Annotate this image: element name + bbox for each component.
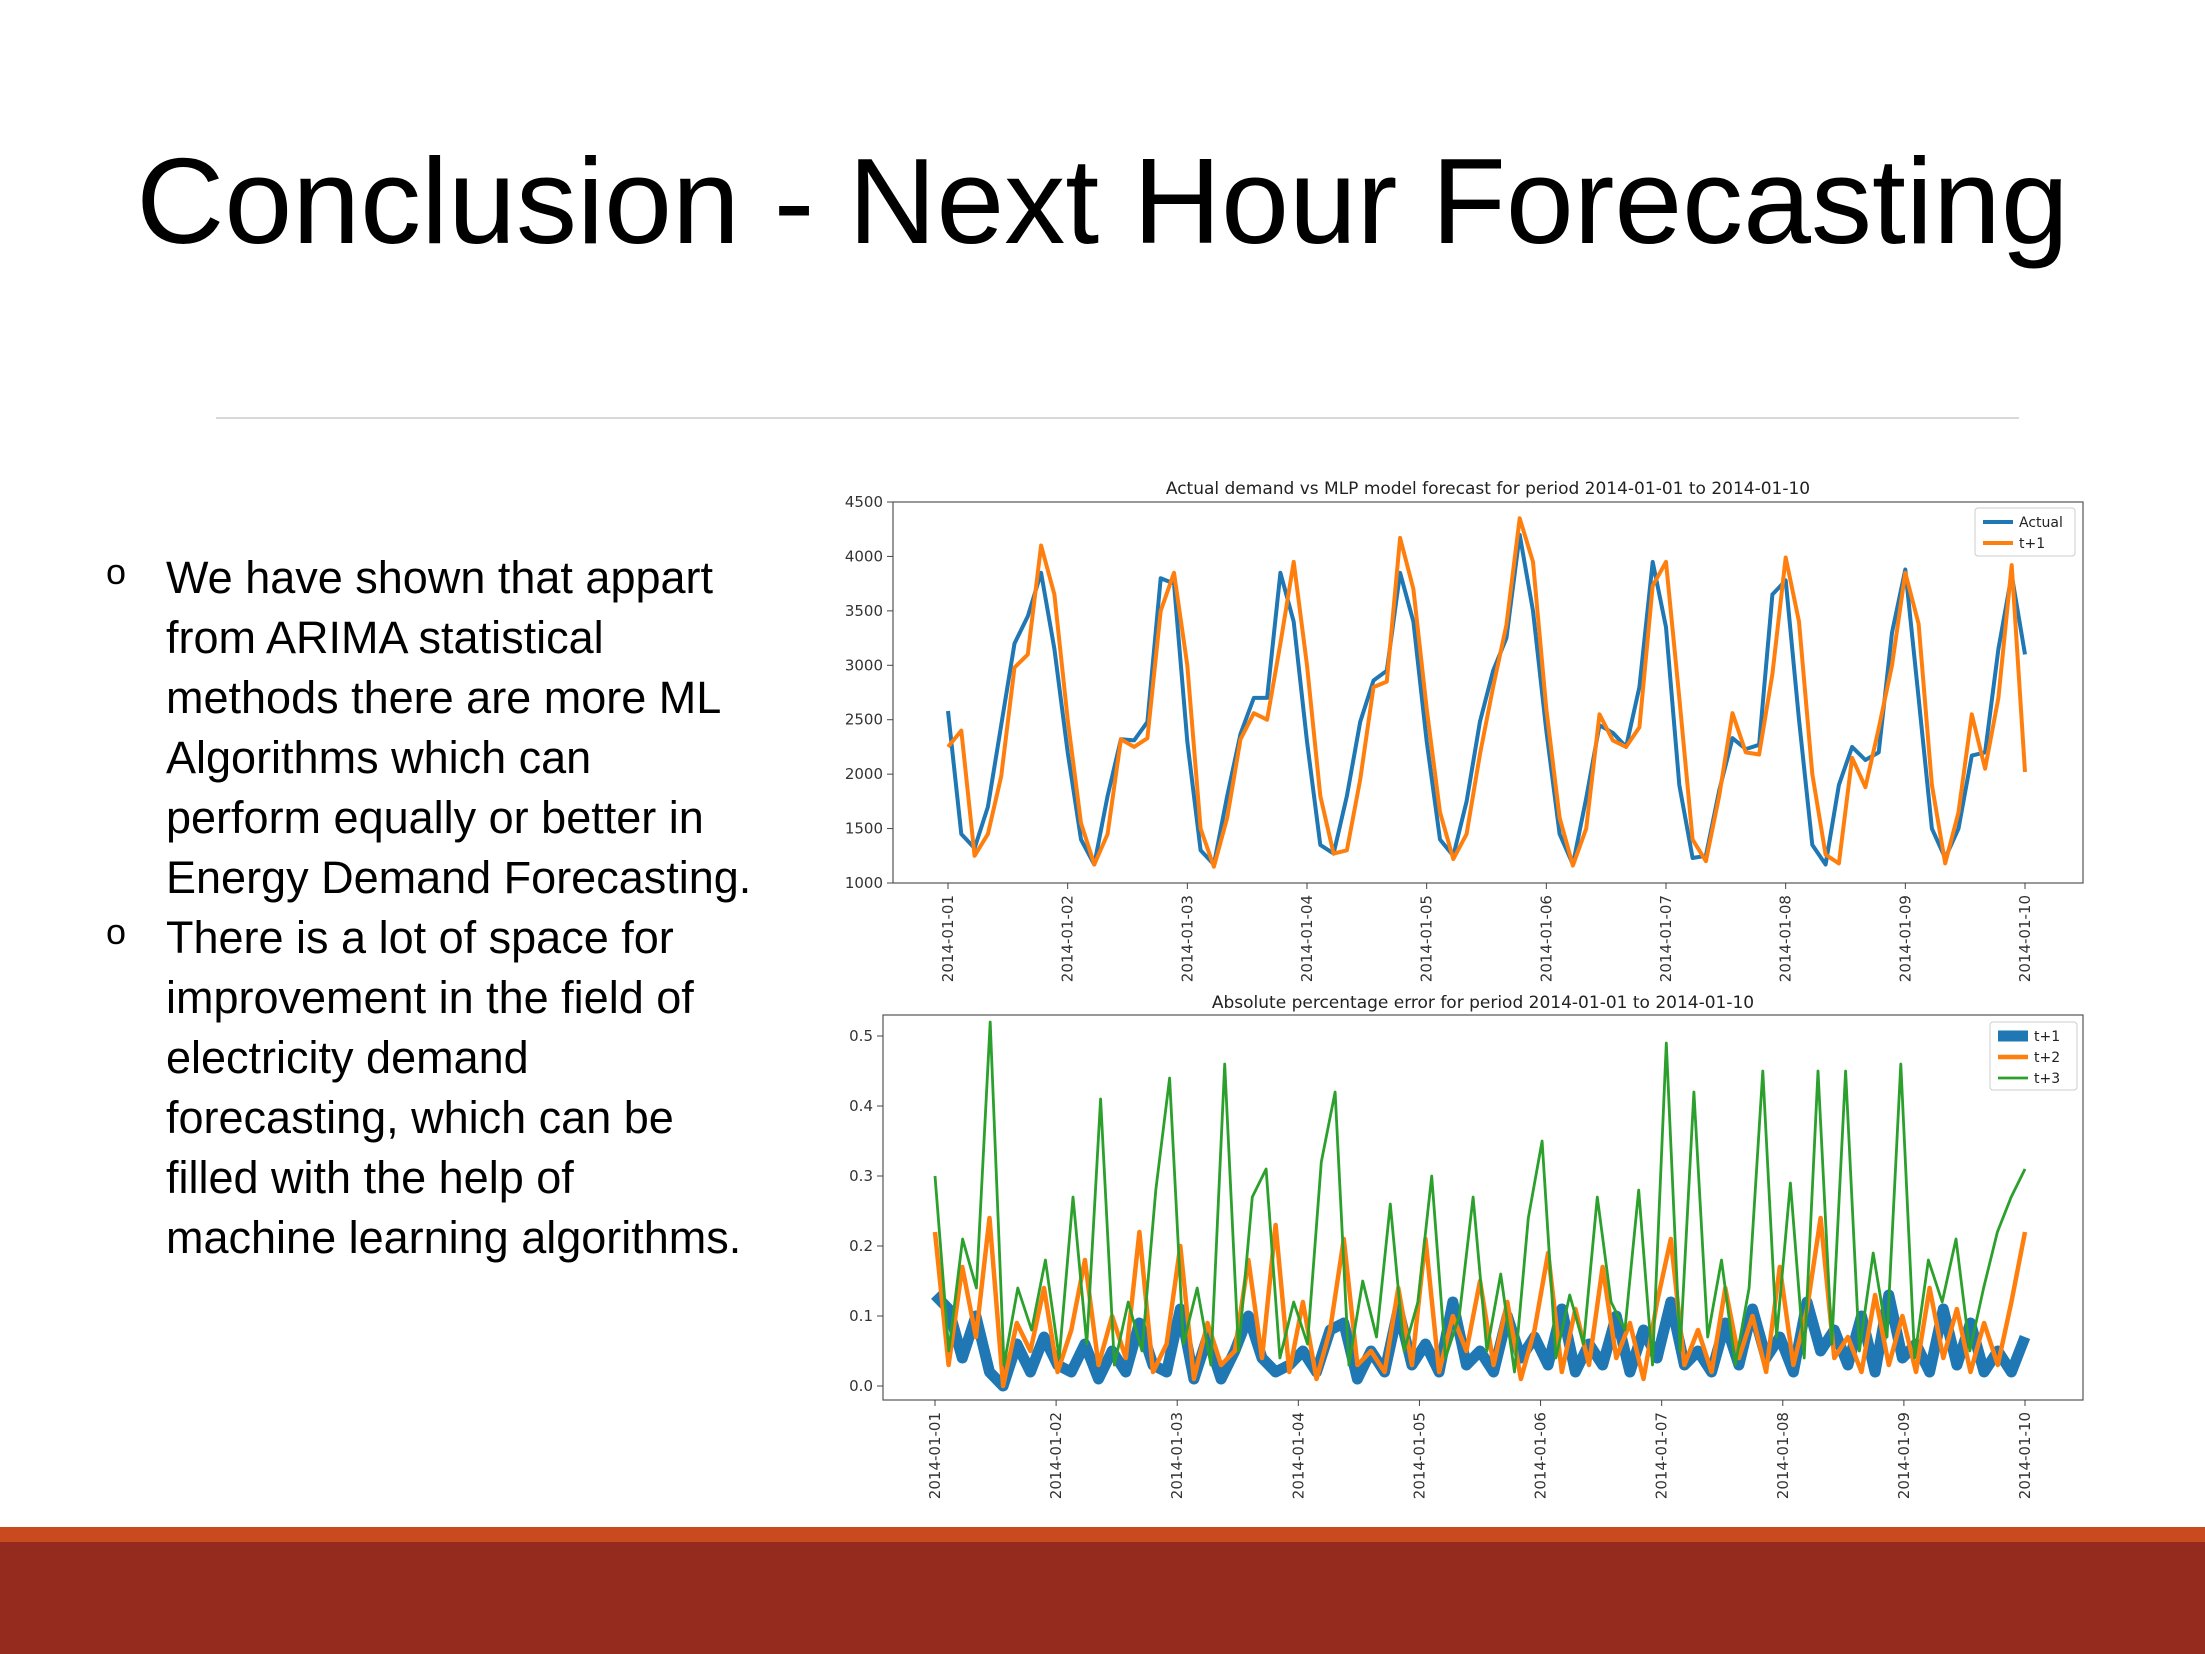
x-tick-label: 2014-01-07 (1657, 895, 1675, 982)
bullet-line: Energy Demand Forecasting. (166, 852, 752, 903)
legend-label: t+3 (2034, 1071, 2060, 1087)
x-tick-label: 2014-01-02 (1047, 1412, 1065, 1499)
footer-band (0, 1542, 2205, 1654)
error-chart-group: Absolute percentage error for period 201… (849, 993, 2084, 1499)
x-tick-label: 2014-01-09 (1896, 895, 1914, 982)
series-line-t-1 (931, 1289, 2031, 1392)
y-tick-label: 0.4 (849, 1097, 873, 1115)
x-tick-label: 2014-01-08 (1777, 895, 1795, 982)
y-tick-label: 4500 (845, 493, 883, 511)
x-tick-label: 2014-01-10 (2016, 1412, 2034, 1499)
bullet-line: forecasting, which can be (166, 1092, 674, 1143)
footer-stripe (0, 1527, 2205, 1542)
x-tick-label: 2014-01-06 (1537, 895, 1555, 982)
legend-label: t+1 (2034, 1029, 2060, 1045)
x-tick-label: 2014-01-05 (1410, 1412, 1428, 1499)
bullet-line: There is a lot of space for (166, 912, 674, 963)
bullet-line: We have shown that appart (166, 552, 714, 603)
y-tick-label: 0.2 (849, 1237, 873, 1255)
bullet-line: machine learning algorithms. (166, 1212, 742, 1263)
plot-frame (882, 1014, 2084, 1401)
y-tick-label: 0.3 (849, 1167, 873, 1185)
x-tick-label: 2014-01-03 (1168, 1412, 1186, 1499)
y-tick-label: 4000 (845, 547, 883, 565)
title-divider (216, 417, 2019, 419)
legend-label: t+1 (2019, 536, 2045, 552)
x-tick-label: 2014-01-04 (1289, 1412, 1307, 1499)
y-tick-label: 2000 (845, 765, 883, 783)
y-tick-label: 3500 (845, 602, 883, 620)
legend-label: t+2 (2034, 1050, 2060, 1066)
chart-title: Absolute percentage error for period 201… (1212, 993, 1754, 1013)
bullet-line: Algorithms which can (166, 732, 592, 783)
y-tick-label: 3000 (845, 656, 883, 674)
demand-chart-group: Actual demand vs MLP model forecast for … (845, 479, 2084, 982)
x-tick-label: 2014-01-10 (2016, 895, 2034, 982)
bullet-list: o We have shown that appart from ARIMA s… (100, 548, 830, 1268)
x-tick-label: 2014-01-06 (1532, 1412, 1550, 1499)
plot-frame (892, 501, 2084, 884)
bullet-line: perform equally or better in (166, 792, 704, 843)
x-tick-label: 2014-01-08 (1774, 1412, 1792, 1499)
x-tick-label: 2014-01-07 (1653, 1412, 1671, 1499)
series-line-t-2 (932, 1215, 2028, 1389)
y-tick-label: 2500 (845, 711, 883, 729)
x-tick-label: 2014-01-04 (1298, 895, 1316, 982)
y-tick-label: 1000 (845, 874, 883, 892)
bullet-line: filled with the help of (166, 1152, 574, 1203)
slide-title: Conclusion - Next Hour Forecasting (136, 133, 2069, 269)
bullet-line: improvement in the field of (166, 972, 694, 1023)
bullet-line: from ARIMA statistical (166, 612, 604, 663)
x-tick-label: 2014-01-01 (939, 895, 957, 982)
y-tick-label: 1500 (845, 820, 883, 838)
bullet-line: electricity demand (166, 1032, 529, 1083)
bullet-item-1: o We have shown that appart from ARIMA s… (100, 548, 830, 908)
x-tick-label: 2014-01-01 (926, 1412, 944, 1499)
bullet-item-2: o There is a lot of space for improvemen… (100, 908, 830, 1268)
legend-box (1989, 1021, 2078, 1091)
x-tick-label: 2014-01-05 (1418, 895, 1436, 982)
bullet-marker: o (106, 911, 127, 952)
chart-title: Actual demand vs MLP model forecast for … (1166, 479, 1810, 499)
bullet-line: methods there are more ML (166, 672, 722, 723)
legend-label: Actual (2019, 515, 2063, 531)
x-tick-label: 2014-01-09 (1895, 1412, 1913, 1499)
series-line-t-3 (933, 1020, 2027, 1374)
x-tick-label: 2014-01-03 (1178, 895, 1196, 982)
series-line-t-1 (946, 516, 2027, 869)
y-tick-label: 0.5 (849, 1027, 873, 1045)
series-line-actual (946, 532, 2027, 867)
bullet-marker: o (106, 551, 127, 592)
y-tick-label: 0.0 (849, 1377, 873, 1395)
legend-box (1974, 507, 2076, 557)
y-tick-label: 0.1 (849, 1307, 873, 1325)
x-tick-label: 2014-01-02 (1059, 895, 1077, 982)
